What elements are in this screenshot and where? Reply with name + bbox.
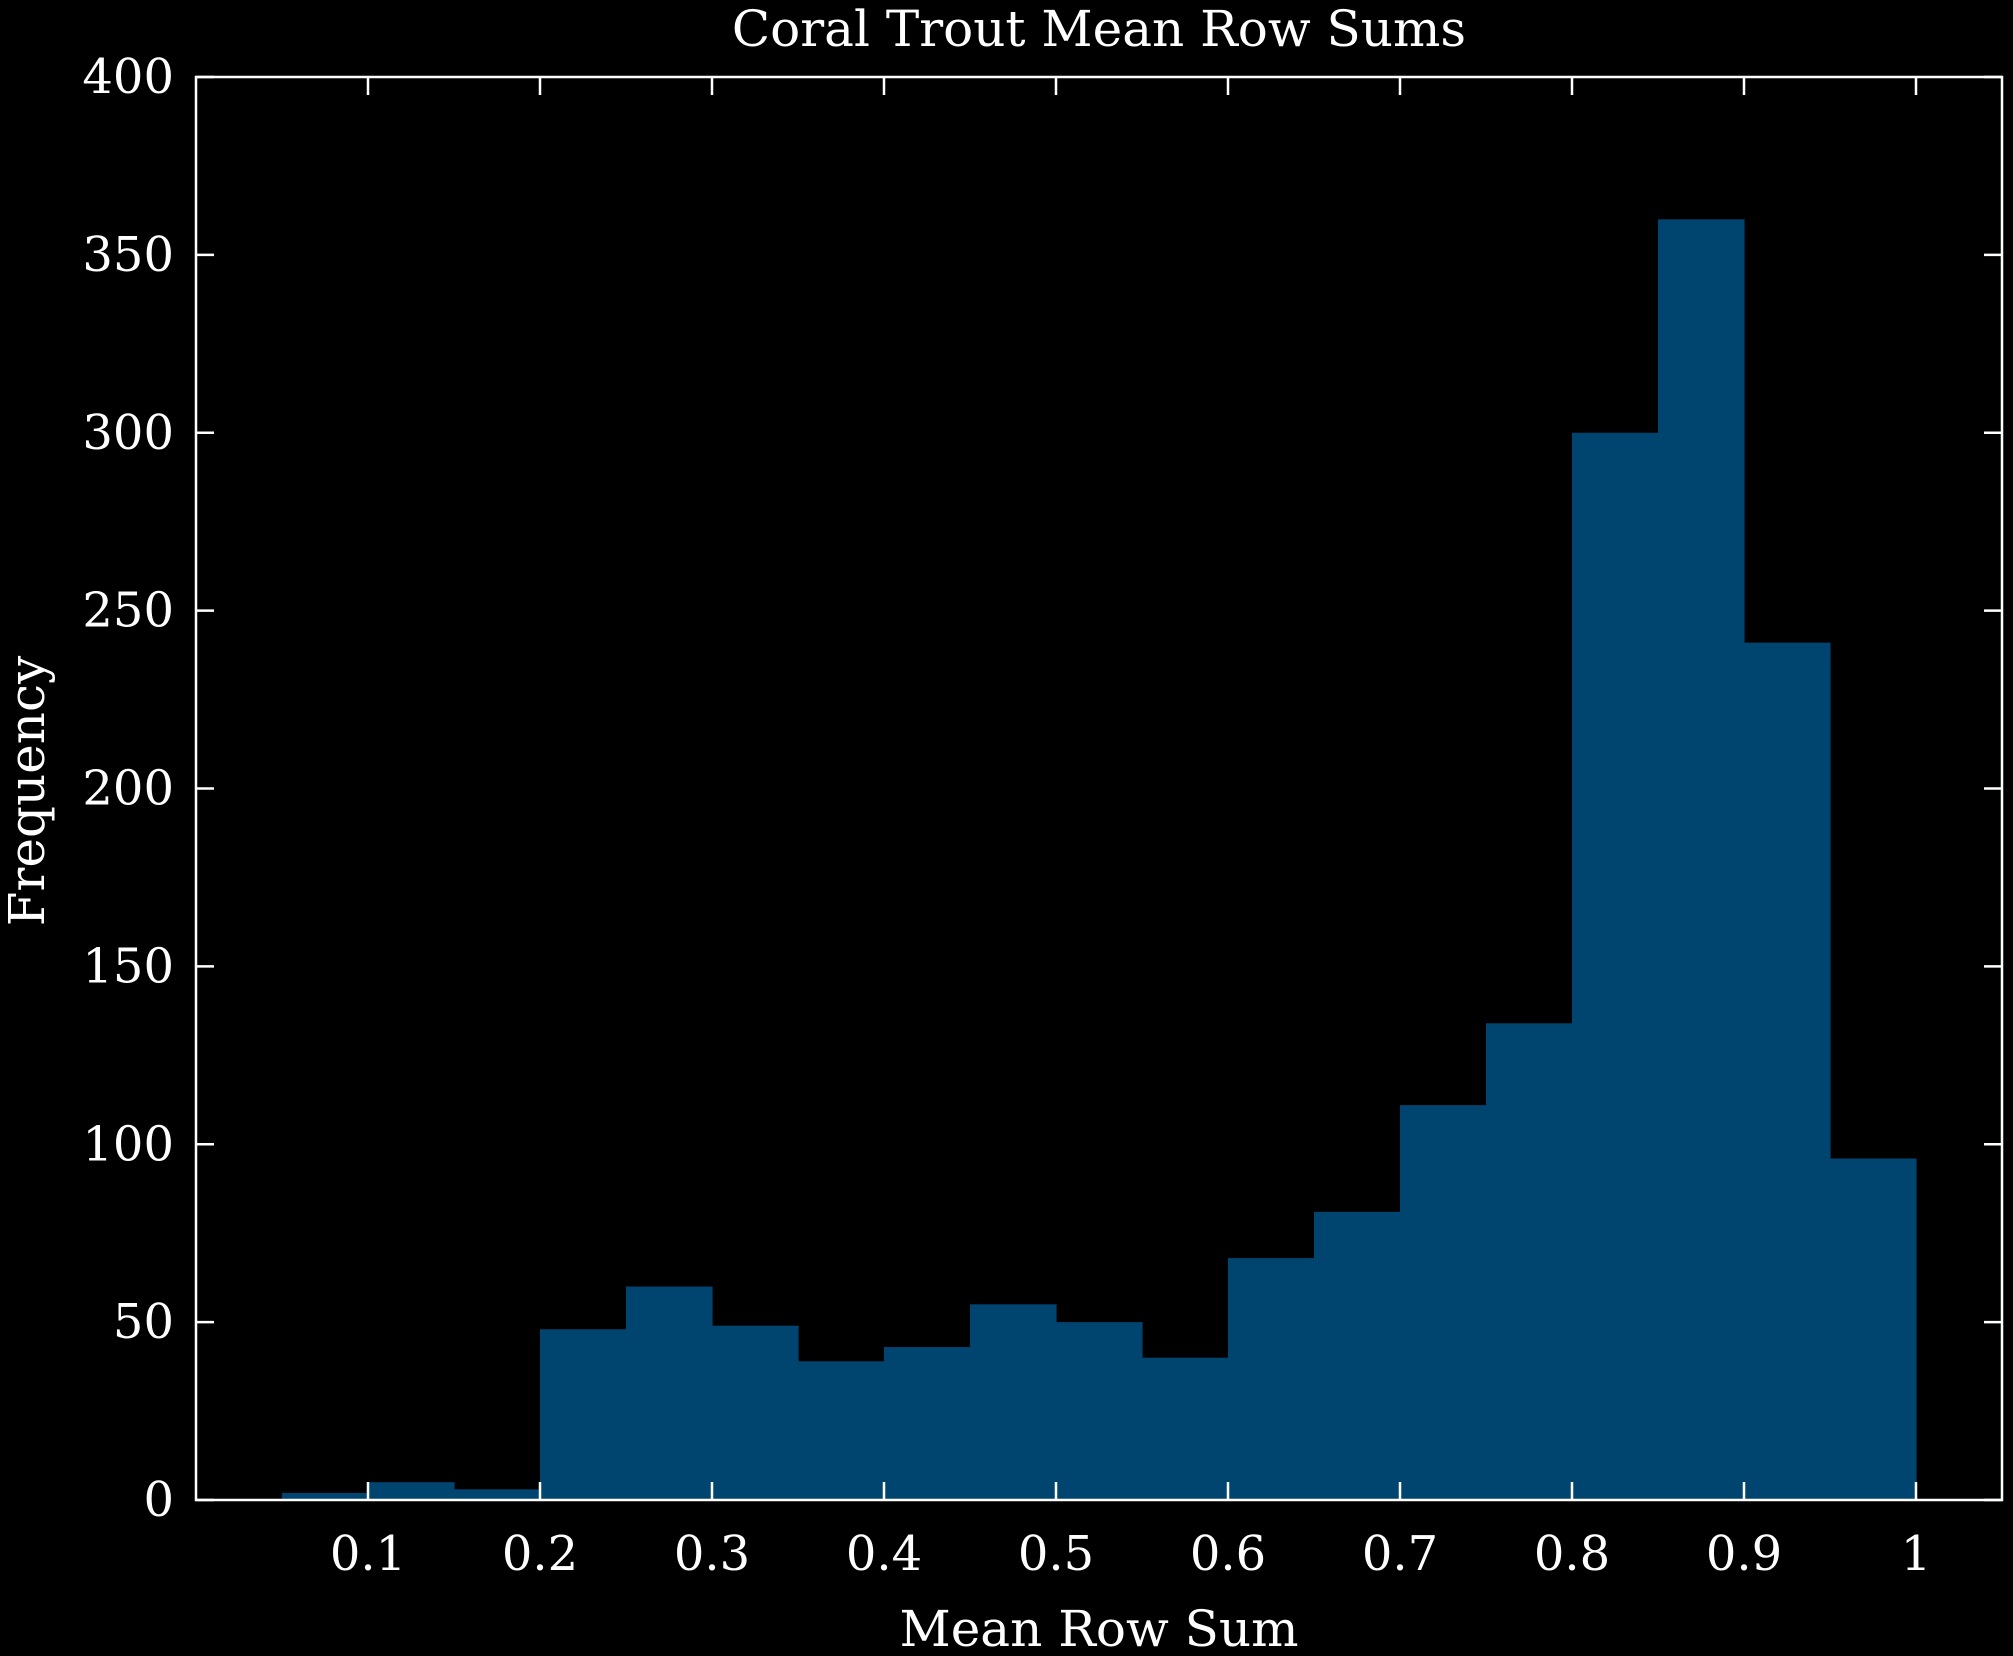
y-tick-label: 0	[143, 1472, 174, 1528]
histogram-bar	[454, 1489, 541, 1500]
histogram-bar	[1142, 1357, 1229, 1500]
axis-ticks	[196, 75, 2002, 1502]
y-tick-label: 50	[113, 1294, 174, 1350]
x-tick-labels: 0.1 0.2 0.3 0.4 0.5 0.6 0.7 0.8 0.9 1	[330, 1526, 1931, 1582]
x-tick-label: 0.8	[1534, 1526, 1610, 1582]
x-axis-label: Mean Row Sum	[900, 1600, 1299, 1656]
x-tick-label: 0.7	[1362, 1526, 1438, 1582]
y-tick-label: 300	[82, 405, 174, 461]
histogram-bar	[1830, 1158, 1917, 1500]
histogram-bar	[1228, 1258, 1315, 1500]
x-tick-label: 0.4	[846, 1526, 922, 1582]
histogram-bar	[1658, 219, 1745, 1500]
histogram-bar	[626, 1286, 713, 1500]
histogram-bar	[282, 1492, 369, 1500]
y-tick-label: 200	[82, 761, 174, 817]
x-tick-label: 1	[1901, 1526, 1932, 1582]
histogram-bar	[1744, 642, 1831, 1500]
y-tick-label: 250	[82, 583, 174, 639]
histogram-bar	[540, 1329, 627, 1500]
chart-title: Coral Trout Mean Row Sums	[732, 0, 1466, 58]
y-axis-label: Frequency	[0, 655, 56, 926]
histogram-bar	[368, 1482, 455, 1500]
x-tick-label: 0.9	[1706, 1526, 1782, 1582]
y-tick-label: 350	[82, 227, 174, 283]
histogram-bar	[970, 1304, 1057, 1500]
x-tick-label: 0.2	[502, 1526, 578, 1582]
x-tick-label: 0.5	[1018, 1526, 1094, 1582]
histogram-bar	[712, 1325, 799, 1500]
x-tick-label: 0.6	[1190, 1526, 1266, 1582]
histogram-bar	[798, 1361, 885, 1500]
histogram-bar	[1572, 432, 1659, 1500]
histogram-bar	[1400, 1105, 1487, 1500]
x-tick-label: 0.1	[330, 1526, 406, 1582]
x-tick-label: 0.3	[674, 1526, 750, 1582]
y-tick-label: 150	[82, 938, 174, 994]
histogram-bar	[1486, 1023, 1573, 1500]
y-tick-labels: 0 50 100 150 200 250 300 350 400	[82, 49, 174, 1528]
y-tick-label: 400	[82, 49, 174, 105]
histogram-bar	[1314, 1211, 1401, 1500]
histogram-bar	[1056, 1322, 1143, 1500]
y-tick-label: 100	[82, 1116, 174, 1172]
histogram-bar	[884, 1347, 971, 1500]
histogram-bars	[282, 219, 1917, 1500]
